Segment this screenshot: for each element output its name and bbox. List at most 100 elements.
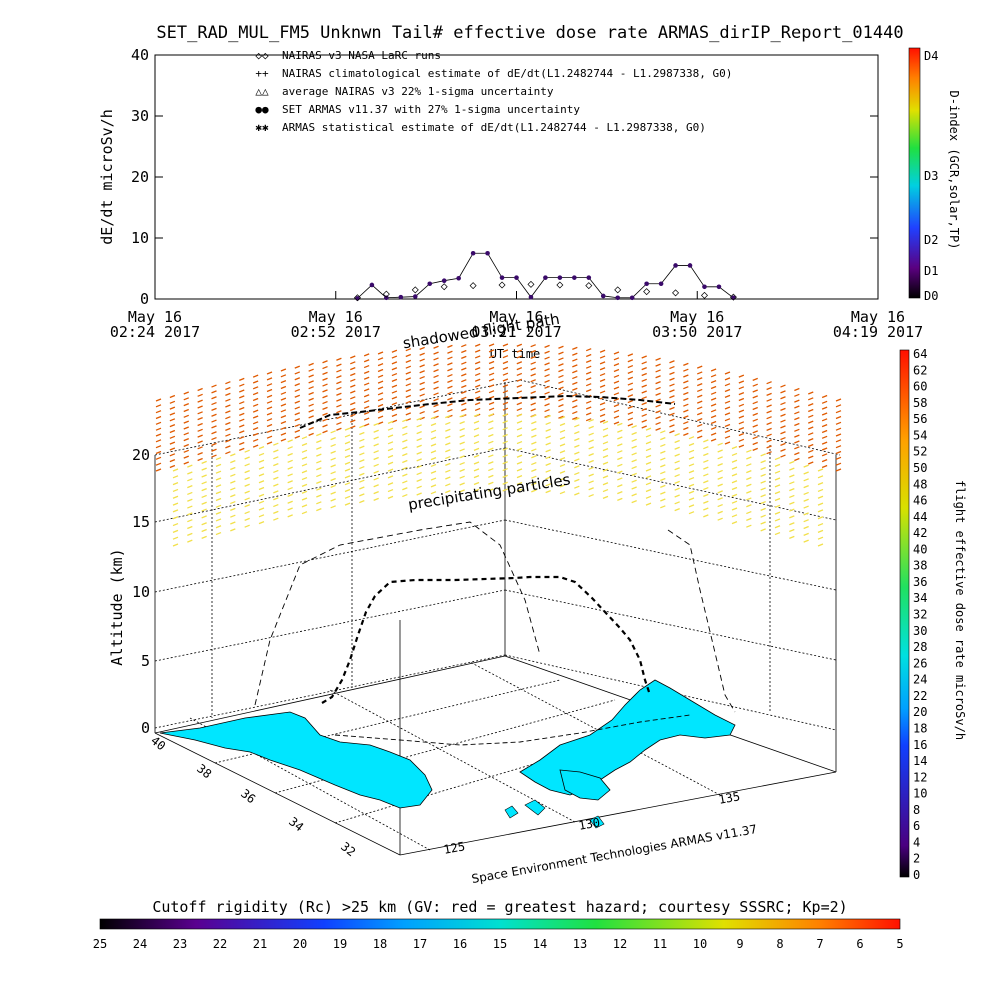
particle-mark	[674, 480, 680, 484]
particle-mark	[599, 378, 606, 383]
particle-mark	[817, 543, 824, 547]
armas-point	[702, 284, 707, 290]
particle-mark	[613, 374, 620, 378]
particle-mark	[516, 349, 523, 353]
d-index-colorbar	[908, 47, 921, 299]
particle-mark	[330, 484, 336, 488]
particle-mark	[239, 436, 245, 440]
particle-mark	[273, 490, 279, 494]
legend-entry: ARMAS statistical estimate of dE/dt(L1.2…	[282, 121, 706, 134]
particle-mark	[717, 469, 723, 474]
particle-mark	[225, 427, 231, 431]
particle-mark	[574, 451, 580, 455]
particle-mark	[187, 485, 193, 489]
particle-mark	[201, 508, 207, 512]
particle-mark	[473, 413, 480, 417]
particle-mark	[516, 481, 523, 486]
dose-colorbar-tick: 14	[913, 754, 927, 768]
particle-mark	[266, 423, 273, 428]
particle-mark	[641, 367, 647, 371]
particle-mark	[724, 388, 731, 393]
particle-mark	[531, 414, 537, 418]
particle-mark	[738, 421, 745, 425]
dose-colorbar-tick: 24	[913, 673, 927, 687]
particle-mark	[531, 461, 537, 466]
particle-mark	[545, 435, 551, 439]
particle-mark	[760, 487, 766, 491]
particle-mark	[187, 471, 193, 475]
particle-mark	[322, 424, 328, 428]
dose-colorbar-tick: 42	[913, 526, 927, 540]
particle-mark	[613, 351, 620, 355]
particle-mark	[572, 405, 578, 409]
particle-mark	[660, 443, 666, 448]
particle-mark	[794, 434, 800, 438]
particle-mark	[602, 495, 609, 499]
particle-mark	[808, 455, 814, 459]
particle-mark	[731, 486, 738, 491]
legend-symbol: ◇◇	[255, 49, 269, 62]
particle-mark	[474, 366, 481, 371]
particle-mark	[308, 362, 314, 366]
particle-mark	[530, 373, 536, 377]
particle-mark	[627, 359, 634, 363]
particle-mark	[359, 479, 365, 483]
particle-mark	[645, 482, 652, 486]
cutoff-rigidity-tick: 8	[776, 937, 783, 951]
particle-mark	[363, 399, 370, 404]
particle-mark	[544, 379, 550, 383]
particle-mark	[459, 434, 465, 438]
particle-mark	[572, 375, 578, 380]
particle-mark	[433, 345, 439, 349]
particle-mark	[746, 524, 752, 528]
longitude-tick-label: 135	[717, 789, 741, 807]
particle-mark	[169, 459, 176, 463]
particle-mark	[301, 436, 308, 440]
particle-mark	[544, 385, 550, 389]
particle-mark	[530, 349, 536, 354]
particle-mark	[187, 478, 193, 482]
particle-mark	[294, 423, 301, 428]
dose-colorbar-tick: 48	[913, 477, 927, 491]
particle-mark	[808, 461, 814, 465]
particle-mark	[660, 471, 666, 475]
particle-mark	[617, 484, 623, 488]
particle-mark	[617, 456, 623, 461]
particle-mark	[211, 436, 217, 441]
particle-mark	[316, 433, 322, 437]
particle-mark	[585, 400, 592, 404]
particle-mark	[405, 353, 412, 358]
particle-mark	[516, 475, 523, 479]
nairas-point	[614, 286, 622, 294]
particle-mark	[627, 353, 634, 357]
particle-mark	[688, 442, 695, 447]
particle-mark	[172, 509, 179, 513]
particle-mark	[459, 489, 465, 493]
particle-mark	[774, 531, 781, 536]
particle-mark	[266, 394, 273, 398]
particle-mark	[336, 369, 342, 373]
particle-mark	[215, 497, 222, 502]
particle-mark	[683, 362, 689, 366]
armas-point	[528, 294, 534, 300]
particle-mark	[599, 355, 606, 359]
particle-mark	[530, 402, 536, 406]
particle-mark	[350, 390, 356, 394]
particle-mark	[391, 349, 398, 353]
particle-mark	[474, 384, 481, 388]
particle-mark	[336, 392, 342, 396]
particle-mark	[502, 427, 508, 431]
particle-mark	[710, 374, 717, 378]
particle-mark	[301, 504, 308, 508]
particle-mark	[244, 470, 250, 474]
particle-mark	[169, 424, 176, 428]
particle-mark	[373, 450, 379, 454]
particle-mark	[655, 386, 661, 391]
particle-mark	[287, 480, 293, 484]
particle-mark	[280, 380, 287, 384]
particle-mark	[316, 508, 322, 512]
particle-mark	[544, 373, 550, 378]
particle-mark	[766, 381, 772, 385]
